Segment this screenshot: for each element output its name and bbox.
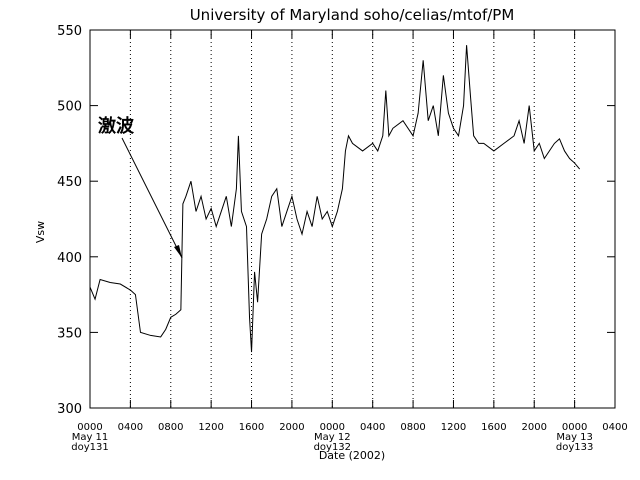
x-date-label: May 11 (72, 432, 109, 443)
x-tick-label: 0000 (562, 422, 587, 433)
x-tick-label: 0800 (400, 422, 425, 433)
x-tick-label: 0400 (360, 422, 385, 433)
y-tick-label: 350 (57, 326, 82, 341)
x-date-label: May 13 (556, 432, 593, 443)
x-date-label: doy133 (556, 442, 593, 453)
chart-title: University of Maryland soho/celias/mtof/… (190, 6, 515, 24)
arrow-head (174, 245, 182, 258)
x-tick-label: 2000 (279, 422, 304, 433)
x-date-label: May 12 (314, 432, 351, 443)
x-tick-label: 1600 (481, 422, 506, 433)
x-tick-label: 0000 (320, 422, 345, 433)
x-tick-label: 2000 (522, 422, 547, 433)
annotation: 激波 (98, 115, 135, 137)
plot-frame (89, 29, 616, 409)
data-line (89, 45, 581, 353)
y-tick-label: 550 (57, 24, 82, 39)
x-tick-label: 1200 (441, 422, 466, 433)
x-date-label: doy131 (71, 442, 108, 453)
x-tick-label: 0800 (158, 422, 183, 433)
x-tick-label: 0400 (602, 422, 627, 433)
y-axis-label: Vsw (34, 221, 47, 243)
x-tick-label: 1600 (239, 422, 264, 433)
y-tick-label: 300 (57, 402, 82, 417)
x-axis-label: Date (2002) (319, 449, 385, 462)
x-tick-label: 0400 (118, 422, 143, 433)
x-tick-label: 0000 (77, 422, 102, 433)
y-tick-label: 450 (57, 175, 82, 190)
y-tick-label: 500 (57, 100, 82, 115)
x-tick-label: 1200 (198, 422, 223, 433)
y-tick-label: 400 (57, 251, 82, 266)
x-date-label: doy132 (314, 442, 351, 453)
annotation-arrow (121, 137, 183, 259)
